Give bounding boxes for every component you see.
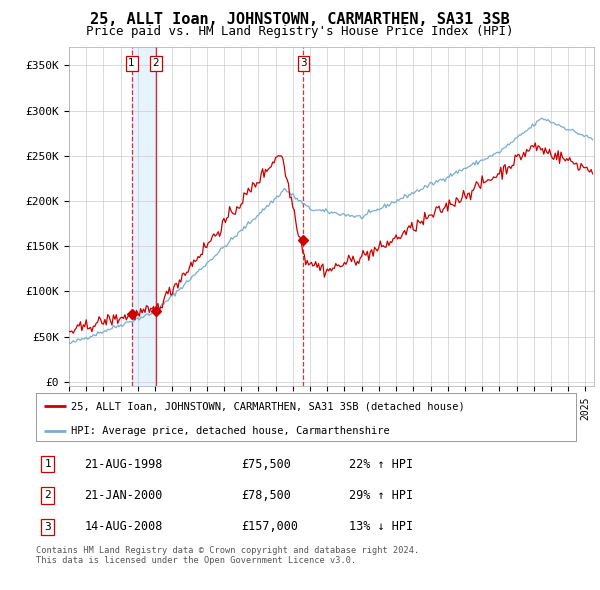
Text: 14-AUG-2008: 14-AUG-2008 — [85, 520, 163, 533]
Text: 2: 2 — [44, 490, 51, 500]
Text: £157,000: £157,000 — [241, 520, 298, 533]
Text: 3: 3 — [300, 58, 307, 68]
Text: £75,500: £75,500 — [241, 458, 291, 471]
Text: Price paid vs. HM Land Registry's House Price Index (HPI): Price paid vs. HM Land Registry's House … — [86, 25, 514, 38]
Text: 1: 1 — [128, 58, 135, 68]
Text: 1: 1 — [44, 460, 51, 469]
Text: 29% ↑ HPI: 29% ↑ HPI — [349, 489, 413, 502]
Text: 2: 2 — [152, 58, 160, 68]
Text: 25, ALLT Ioan, JOHNSTOWN, CARMARTHEN, SA31 3SB: 25, ALLT Ioan, JOHNSTOWN, CARMARTHEN, SA… — [90, 12, 510, 27]
Text: 21-AUG-1998: 21-AUG-1998 — [85, 458, 163, 471]
Text: 13% ↓ HPI: 13% ↓ HPI — [349, 520, 413, 533]
Text: 21-JAN-2000: 21-JAN-2000 — [85, 489, 163, 502]
Text: 3: 3 — [44, 522, 51, 532]
Text: 22% ↑ HPI: 22% ↑ HPI — [349, 458, 413, 471]
Text: £78,500: £78,500 — [241, 489, 291, 502]
Text: HPI: Average price, detached house, Carmarthenshire: HPI: Average price, detached house, Carm… — [71, 425, 390, 435]
Text: 25, ALLT Ioan, JOHNSTOWN, CARMARTHEN, SA31 3SB (detached house): 25, ALLT Ioan, JOHNSTOWN, CARMARTHEN, SA… — [71, 401, 465, 411]
Bar — [131, 47, 156, 386]
Text: Contains HM Land Registry data © Crown copyright and database right 2024.
This d: Contains HM Land Registry data © Crown c… — [36, 546, 419, 565]
